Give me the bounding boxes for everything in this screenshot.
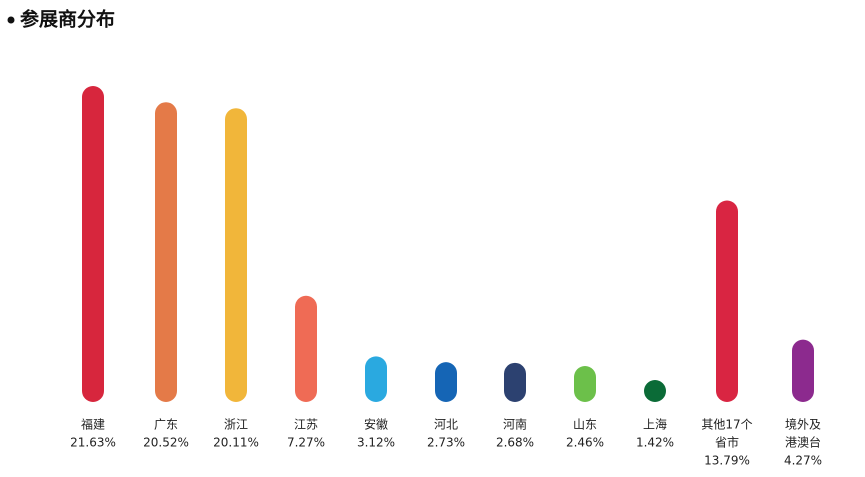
value-label: 13.79% bbox=[704, 454, 750, 468]
bar bbox=[225, 108, 247, 403]
x-tick-label: 河北 bbox=[434, 418, 458, 432]
value-label: 20.11% bbox=[213, 436, 259, 450]
bar bbox=[716, 200, 738, 402]
x-tick-label: 省市 bbox=[715, 435, 739, 450]
x-tick-label: 福建 bbox=[81, 417, 105, 432]
x-tick-label: 浙江 bbox=[224, 418, 248, 432]
x-tick-label: 山东 bbox=[573, 418, 597, 432]
value-label: 2.73% bbox=[427, 436, 465, 450]
bar bbox=[155, 102, 177, 402]
bar bbox=[295, 295, 317, 402]
value-label: 7.27% bbox=[287, 436, 325, 450]
title-bullet bbox=[7, 16, 15, 24]
value-label: 20.52% bbox=[143, 436, 189, 450]
x-tick-label: 境外及 bbox=[785, 417, 821, 432]
x-tick-label: 广东 bbox=[154, 418, 178, 432]
x-tick-label: 上海 bbox=[643, 417, 667, 432]
value-label: 2.68% bbox=[496, 436, 534, 450]
x-tick-label: 其他17个 bbox=[701, 418, 752, 432]
bar bbox=[574, 366, 596, 402]
bar bbox=[644, 380, 666, 402]
x-tick-label: 江苏 bbox=[294, 418, 318, 432]
chart-title: 参展商分布 bbox=[20, 8, 115, 31]
value-label: 21.63% bbox=[70, 436, 116, 450]
bar bbox=[82, 86, 104, 402]
bar bbox=[365, 356, 387, 402]
value-label: 1.42% bbox=[636, 436, 674, 450]
x-tick-label: 港澳台 bbox=[785, 435, 821, 450]
x-tick-label: 安徽 bbox=[364, 417, 388, 432]
x-tick-label: 河南 bbox=[503, 417, 527, 432]
value-label: 4.27% bbox=[784, 454, 822, 468]
bar bbox=[435, 362, 457, 402]
bar bbox=[504, 362, 526, 402]
bar bbox=[792, 339, 814, 402]
value-label: 2.46% bbox=[566, 436, 604, 450]
value-label: 3.12% bbox=[357, 436, 395, 450]
